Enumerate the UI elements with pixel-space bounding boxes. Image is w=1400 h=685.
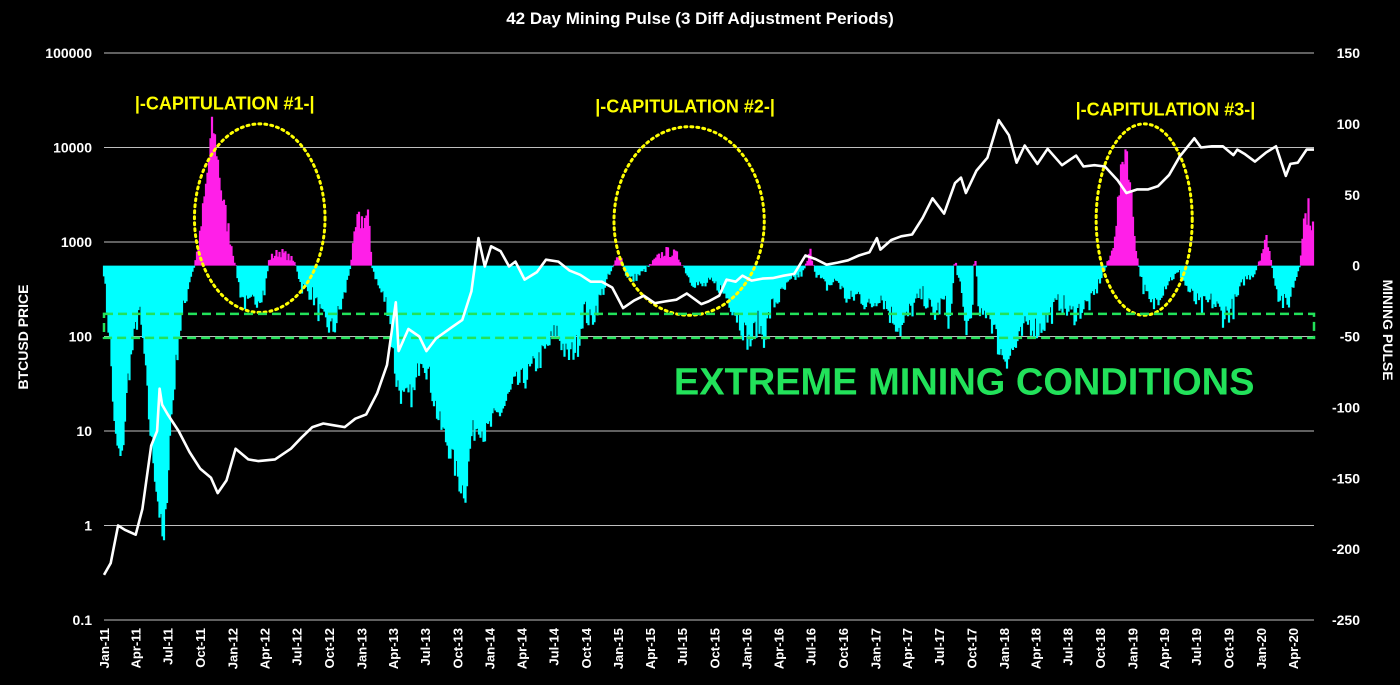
x-axis-tick-label: Jul-18 xyxy=(1061,628,1076,666)
right-axis-tick-label: 0 xyxy=(1352,258,1360,274)
x-axis-tick-label: Jan-11 xyxy=(97,628,112,668)
right-axis-tick-label: -150 xyxy=(1332,470,1360,486)
capitulation-ellipse xyxy=(612,125,766,317)
left-axis-tick-label: 0.1 xyxy=(73,612,93,628)
x-axis-tick-label: Jan-18 xyxy=(997,628,1012,669)
right-axis-tick-label: 50 xyxy=(1344,187,1360,203)
extreme-mining-conditions-label: EXTREME MINING CONDITIONS xyxy=(674,362,1255,404)
gridlines xyxy=(104,52,1314,621)
right-axis-tick-label: 100 xyxy=(1337,116,1361,132)
left-axis-tick-label: 10000 xyxy=(53,140,92,156)
x-axis-tick-label: Oct-11 xyxy=(193,628,208,668)
annotations: |-CAPITULATION #1-| |-CAPITULATION #2-| |-… xyxy=(135,94,1256,404)
x-axis-tick-label: Apr-13 xyxy=(386,628,401,669)
capitulation-ellipse xyxy=(1094,122,1194,317)
x-axis-tick-label: Oct-15 xyxy=(707,628,722,668)
right-axis-tick-label: 150 xyxy=(1337,45,1361,61)
x-axis-tick-label: Jul-11 xyxy=(161,628,176,665)
x-axis-tick-label: Apr-14 xyxy=(514,627,529,669)
x-axis-tick-label: Jan-20 xyxy=(1254,628,1269,669)
x-axis-tick-label: Oct-14 xyxy=(579,627,594,668)
left-axis-label: BTCUSD PRICE xyxy=(15,284,31,389)
tick-labels: 100000 10000 1000 100 10 1 0.1 150 100 50 0 -50 -100… xyxy=(45,45,1360,669)
x-axis-tick-label: Jan-13 xyxy=(354,628,369,669)
x-axis-tick-label: Jul-19 xyxy=(1189,628,1204,666)
x-axis-tick-label: Jan-16 xyxy=(740,628,755,669)
x-axis-tick-label: Jul-14 xyxy=(546,627,561,665)
x-axis-tick-label: Oct-13 xyxy=(450,628,465,668)
highlights xyxy=(102,122,1316,340)
capitulation-label: |-CAPITULATION #2-| xyxy=(595,97,775,117)
x-axis-tick-label: Oct-18 xyxy=(1093,628,1108,668)
x-axis-tick-label: Oct-19 xyxy=(1221,628,1236,668)
x-axis-tick-label: Oct-17 xyxy=(965,628,980,668)
capitulation-label: |-CAPITULATION #1-| xyxy=(135,94,315,114)
x-axis-tick-label: Jul-13 xyxy=(418,628,433,666)
right-axis-tick-label: -100 xyxy=(1332,399,1360,415)
x-axis-tick-label: Apr-19 xyxy=(1157,628,1172,669)
price-line-layer xyxy=(102,118,1314,576)
x-axis-tick-label: Oct-16 xyxy=(836,628,851,668)
x-axis-tick-label: Jul-12 xyxy=(290,628,305,666)
x-axis-tick-label: Jan-19 xyxy=(1125,628,1140,669)
btcusd-price-line xyxy=(102,118,1314,576)
left-axis-tick-label: 100 xyxy=(69,329,93,345)
x-axis-tick-label: Jan-14 xyxy=(483,627,498,669)
x-axis-tick-label: Jan-17 xyxy=(868,628,883,669)
left-axis-tick-label: 1 xyxy=(84,518,92,534)
x-axis-tick-label: Jul-15 xyxy=(675,628,690,666)
left-axis-tick-label: 1000 xyxy=(61,234,92,250)
right-axis-tick-label: -200 xyxy=(1332,541,1360,557)
x-axis-tick-label: Apr-20 xyxy=(1286,628,1301,669)
left-axis-tick-label: 10 xyxy=(76,423,92,439)
chart-title: 42 Day Mining Pulse (3 Diff Adjustment P… xyxy=(506,9,894,28)
capitulation-ellipse xyxy=(192,122,327,314)
x-axis-tick-label: Apr-12 xyxy=(257,628,272,669)
right-axis-label: MINING PULSE xyxy=(1380,279,1396,380)
x-axis-tick-label: Jan-12 xyxy=(225,628,240,669)
left-axis-tick-label: 100000 xyxy=(45,45,92,61)
x-axis-tick-label: Apr-16 xyxy=(772,628,787,669)
right-axis-tick-label: -50 xyxy=(1340,329,1360,345)
x-axis-tick-label: Jul-17 xyxy=(932,628,947,666)
x-axis-tick-label: Apr-15 xyxy=(643,628,658,669)
extreme-conditions-box xyxy=(102,312,1316,340)
x-axis-tick-label: Apr-18 xyxy=(1029,628,1044,669)
capitulation-label: |-CAPITULATION #3-| xyxy=(1076,99,1256,119)
right-axis-tick-label: -250 xyxy=(1332,612,1360,628)
x-axis-tick-label: Jul-16 xyxy=(804,628,819,666)
x-axis-tick-label: Apr-17 xyxy=(900,628,915,669)
x-axis-tick-label: Jan-15 xyxy=(611,628,626,669)
x-axis-tick-label: Apr-11 xyxy=(129,628,144,668)
x-axis-tick-label: Oct-12 xyxy=(322,628,337,668)
